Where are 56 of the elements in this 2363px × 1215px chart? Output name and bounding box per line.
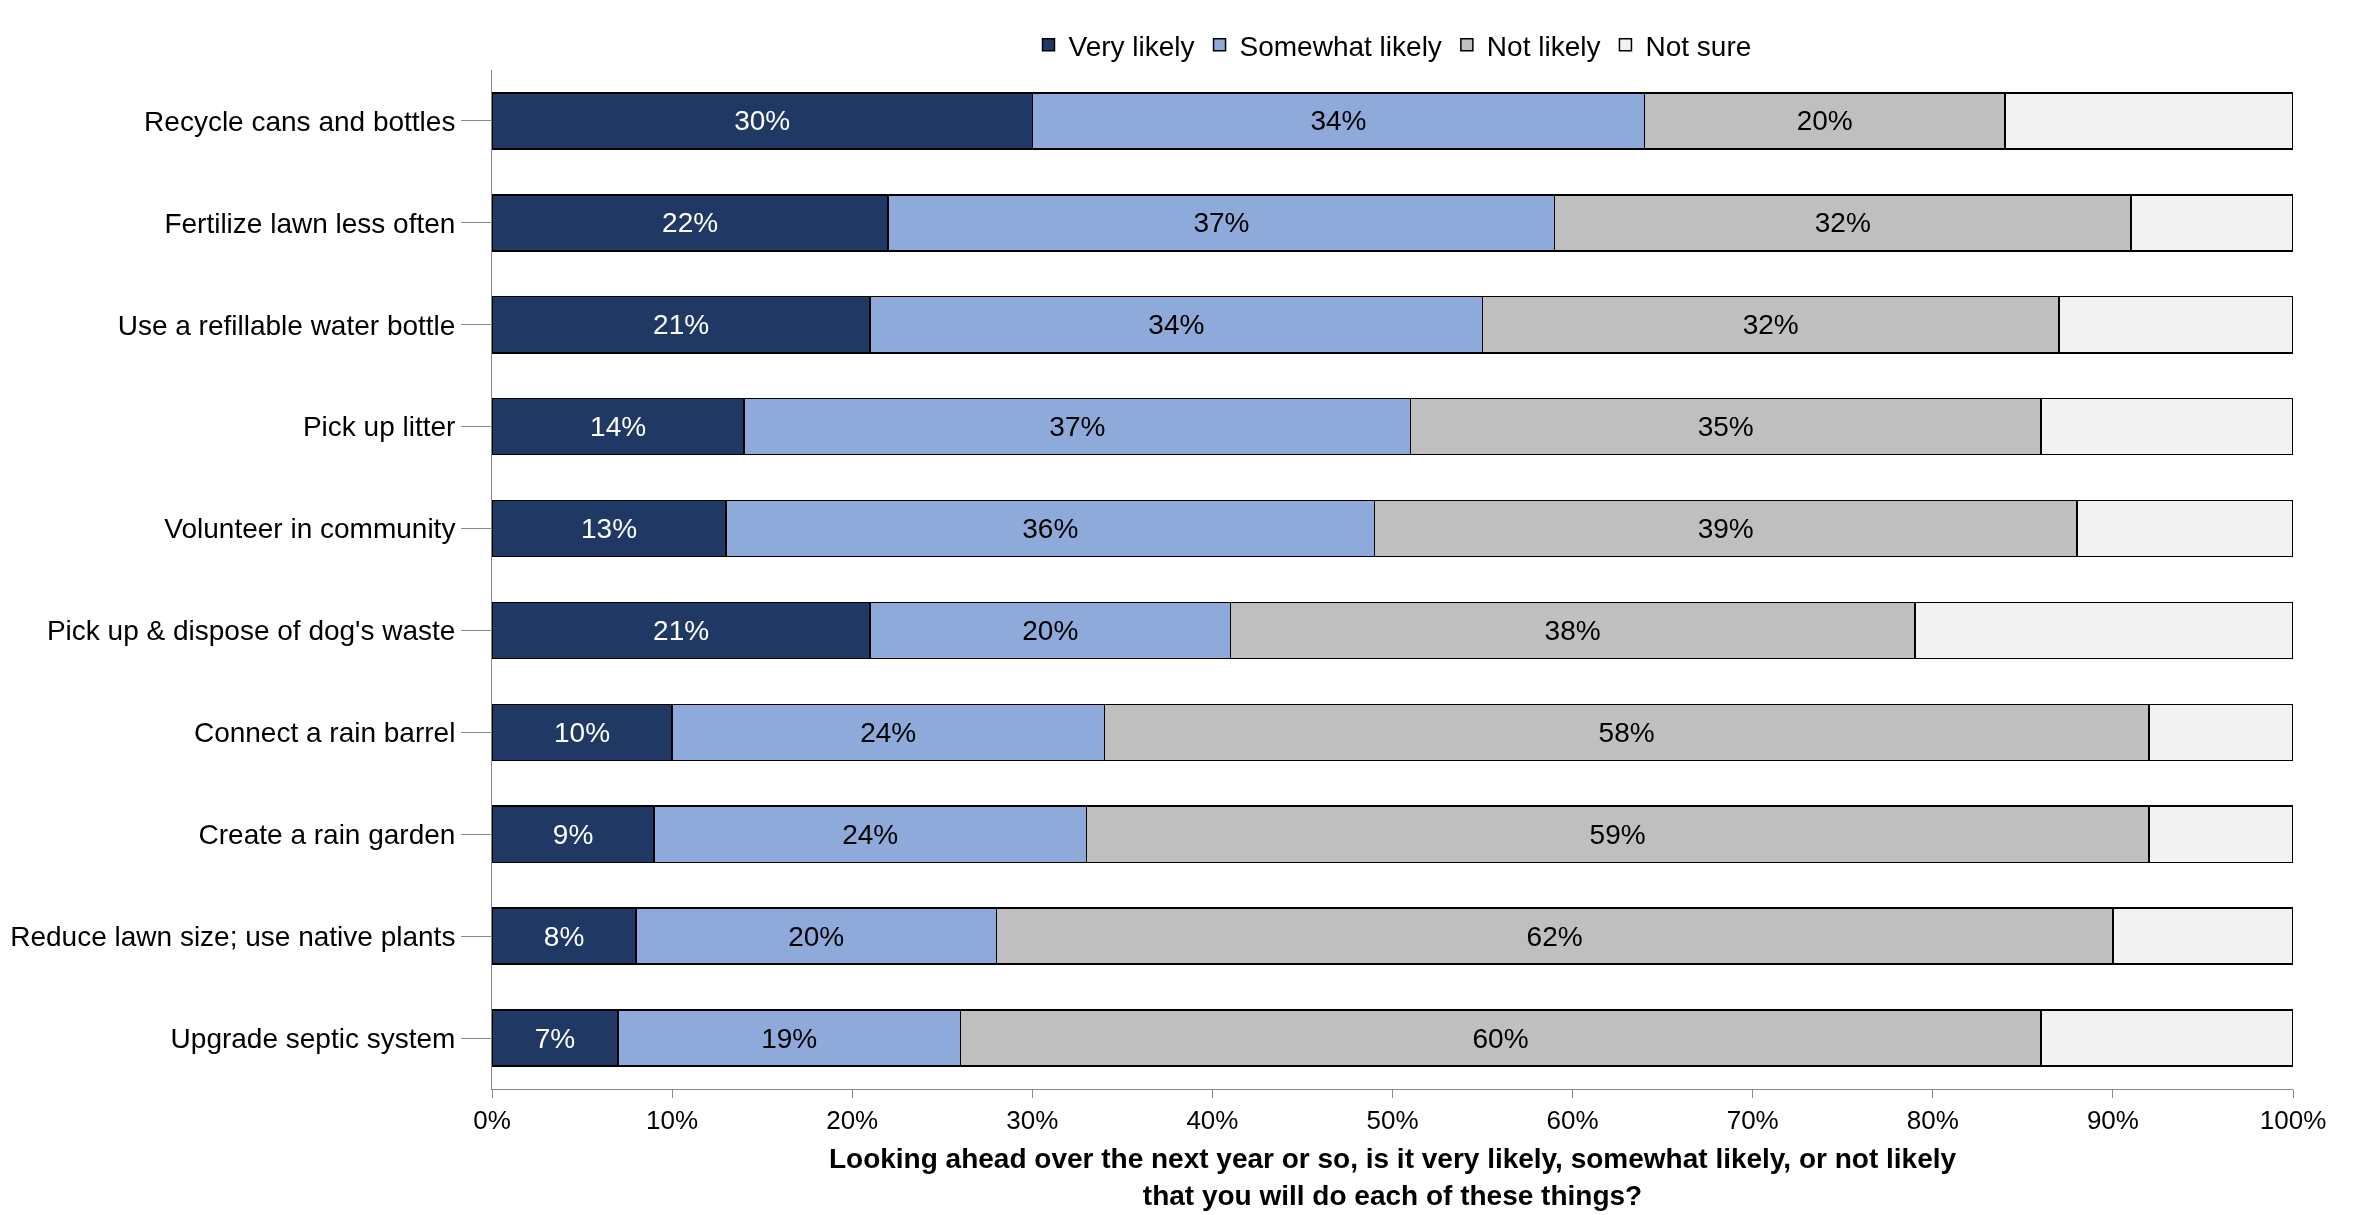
- data-label: 20%: [1796, 105, 1853, 137]
- data-label: 9%: [552, 818, 594, 850]
- data-label: 13%: [581, 513, 638, 545]
- y-tick-label: Pick up litter: [302, 411, 456, 443]
- data-label: 24%: [842, 818, 899, 850]
- data-label: 34%: [1148, 309, 1205, 341]
- data-label: 62%: [1526, 920, 1583, 952]
- data-label: 10%: [554, 716, 611, 748]
- data-label: 32%: [1742, 309, 1799, 341]
- data-label: 35%: [1697, 411, 1754, 443]
- data-label: 38%: [1544, 614, 1601, 646]
- y-tick-label: Recycle cans and bottles: [144, 105, 456, 137]
- legend-label: Not likely: [1486, 30, 1601, 62]
- x-tick-label: 70%: [1726, 1105, 1779, 1136]
- data-label: 39%: [1697, 513, 1754, 545]
- data-label: 14%: [590, 411, 647, 443]
- data-label: 7%: [534, 1022, 576, 1054]
- y-tick-label: Reduce lawn size; use native plants: [10, 920, 456, 952]
- y-tick-label: Use a refillable water bottle: [117, 309, 456, 341]
- legend-label: Somewhat likely: [1239, 30, 1442, 62]
- x-tick-label: 0%: [473, 1105, 511, 1136]
- y-tick-label: Connect a rain barrel: [193, 717, 456, 749]
- data-label: 22%: [662, 207, 719, 239]
- x-tick-label: 30%: [1006, 1105, 1059, 1136]
- legend-label: Very likely: [1068, 30, 1195, 62]
- x-tick-label: 50%: [1366, 1105, 1419, 1136]
- data-label: 20%: [788, 920, 845, 952]
- x-tick-label: 20%: [826, 1105, 879, 1136]
- data-label: 59%: [1589, 818, 1646, 850]
- x-tick-label: 100%: [2259, 1105, 2327, 1136]
- data-label: 36%: [1022, 513, 1079, 545]
- data-label: 21%: [653, 309, 710, 341]
- data-label: 19%: [761, 1022, 818, 1054]
- data-label: 34%: [1310, 105, 1367, 137]
- legend-label: Not sure: [1645, 30, 1752, 62]
- y-tick-label: Create a rain garden: [198, 819, 456, 851]
- data-label: 37%: [1193, 207, 1250, 239]
- data-label: 37%: [1049, 411, 1106, 443]
- data-label: 58%: [1598, 716, 1655, 748]
- x-tick-label: 90%: [2086, 1105, 2139, 1136]
- data-label: 24%: [860, 716, 917, 748]
- y-tick-label: Volunteer in community: [164, 513, 456, 545]
- x-tick-label: 10%: [646, 1105, 699, 1136]
- data-label: 8%: [543, 920, 585, 952]
- data-label: 21%: [653, 614, 710, 646]
- data-label: 20%: [1022, 614, 1079, 646]
- data-label: 60%: [1472, 1022, 1529, 1054]
- x-tick-label: 60%: [1546, 1105, 1599, 1136]
- data-label: 30%: [734, 105, 791, 137]
- x-axis-title: Looking ahead over the next year or so, is it very likely, somewhat likely, or not likely that you will do each of these things?: [828, 1143, 1957, 1211]
- x-tick-label: 40%: [1186, 1105, 1239, 1136]
- data-label: 32%: [1814, 207, 1871, 239]
- x-tick-label: 80%: [1906, 1105, 1959, 1136]
- y-tick-label: Pick up & dispose of dog's waste: [46, 615, 456, 647]
- y-tick-label: Fertilize lawn less often: [164, 207, 456, 239]
- y-tick-label: Upgrade septic system: [170, 1022, 456, 1054]
